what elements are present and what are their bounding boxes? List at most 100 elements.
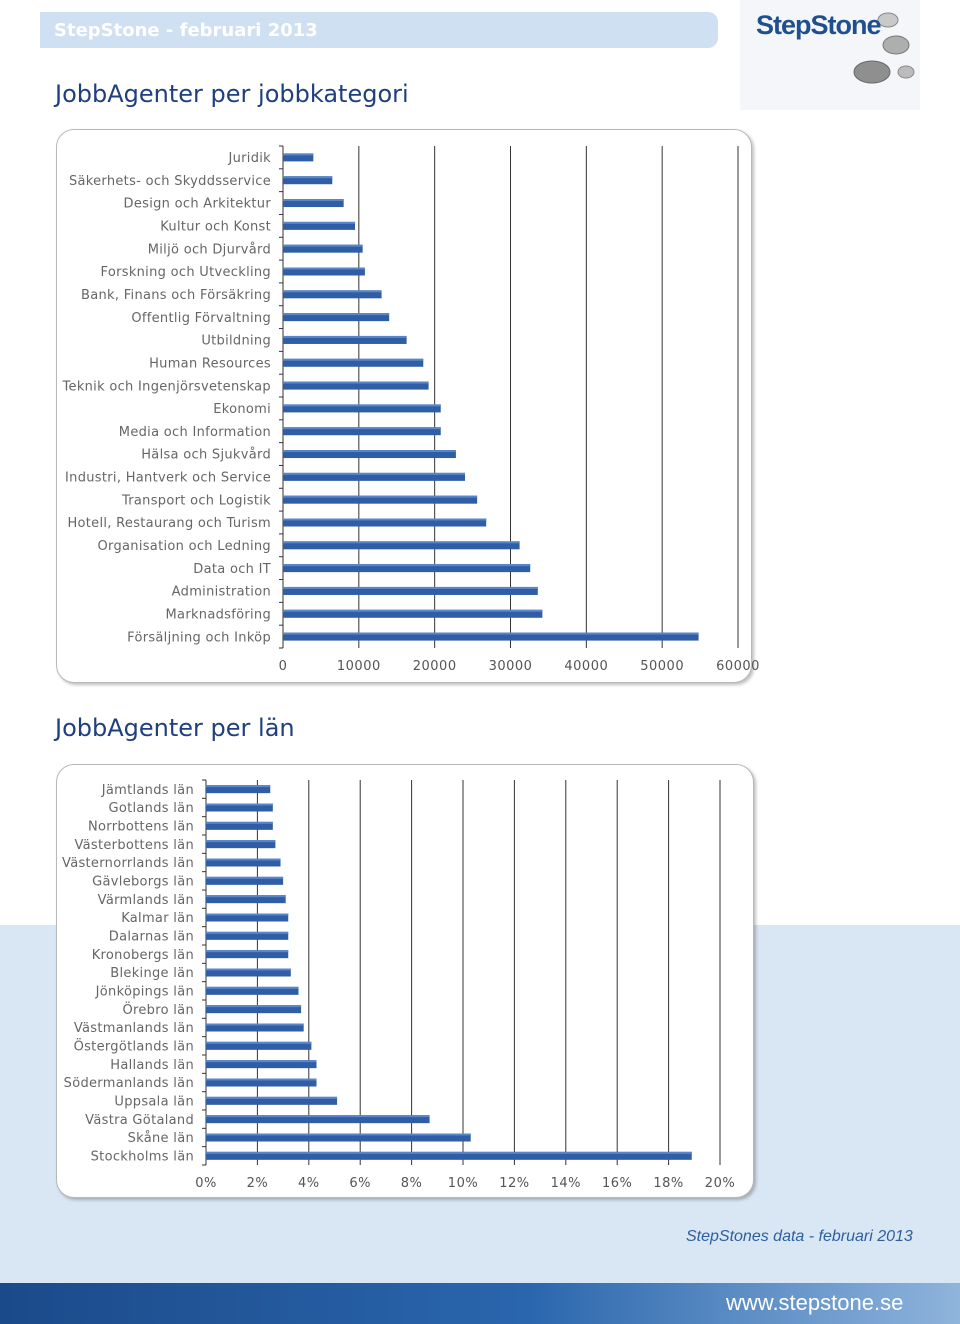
category-label: Marknadsföring (166, 607, 271, 622)
website-link[interactable]: www.stepstone.se (726, 1290, 904, 1315)
category-label: Miljö och Djurvård (148, 242, 271, 257)
bar-highlight (283, 381, 429, 384)
x-tick-label: 20000 (413, 659, 457, 674)
category-label: Jönköpings län (95, 985, 194, 1000)
category-label: Bank, Finans och Försäkring (81, 288, 271, 303)
bar-highlight (206, 1115, 430, 1118)
category-label: Administration (172, 585, 271, 600)
x-tick-label: 12% (499, 1176, 529, 1191)
category-label: Hallands län (110, 1058, 194, 1073)
logo-text: StepStone (756, 10, 882, 40)
bar-highlight (283, 244, 363, 247)
bar (283, 244, 363, 253)
stepstone-logo (740, 0, 920, 110)
chart-title-category: JobbAgenter per jobbkategori (55, 80, 409, 108)
x-tick-label: 18% (653, 1176, 683, 1191)
category-label: Uppsala län (114, 1095, 194, 1110)
x-tick-label: 4% (298, 1176, 320, 1191)
bar-highlight (283, 472, 465, 475)
category-label: Hotell, Restaurang och Turism (67, 516, 271, 531)
bar (206, 1133, 471, 1142)
bar-highlight (206, 840, 276, 843)
bar-highlight (206, 986, 299, 989)
bar (283, 404, 441, 413)
bar-highlight (283, 404, 441, 407)
bar-highlight (283, 176, 333, 179)
x-tick-label: 0 (279, 659, 288, 674)
chart-category: 0 10000 20000 30000 40000 50000 60000 Juridik Sä… (61, 145, 760, 674)
bar (206, 876, 284, 885)
bar-highlight (206, 785, 271, 788)
bar-highlight (283, 632, 699, 635)
x-tick-label: 20% (705, 1176, 735, 1191)
bar (206, 1041, 312, 1050)
bar-highlight (283, 290, 382, 293)
bar (206, 821, 273, 830)
bar-highlight (206, 968, 291, 971)
bar-highlight (283, 541, 520, 544)
category-label: Västernorrlands län (62, 856, 194, 871)
category-label: Försäljning och Inköp (127, 630, 271, 645)
bar (283, 176, 333, 185)
category-label: Utbildning (201, 334, 271, 349)
bar (283, 153, 314, 162)
x-tick-label: 6% (349, 1176, 371, 1191)
bar-highlight (283, 495, 478, 498)
bar-highlight (283, 267, 365, 270)
category-label: Teknik och Ingenjörsvetenskap (61, 379, 271, 394)
bar-highlight (283, 335, 407, 338)
bar (206, 895, 286, 904)
category-label: Forskning och Utveckling (101, 265, 271, 280)
bar (206, 1096, 338, 1105)
x-tick-label: 30000 (489, 659, 533, 674)
bar (206, 950, 289, 959)
category-label: Kultur och Konst (160, 220, 271, 235)
bar (283, 221, 356, 230)
x-tick-label: 16% (602, 1176, 632, 1191)
bar (283, 427, 441, 436)
bar (283, 495, 478, 504)
bar-highlight (283, 450, 456, 453)
x-tick-label: 0% (195, 1176, 217, 1191)
bar-highlight (206, 803, 273, 806)
x-tick-label: 50000 (640, 659, 684, 674)
bar (206, 840, 276, 849)
bar-highlight (206, 876, 284, 879)
bar-highlight (283, 313, 390, 316)
bar (283, 290, 382, 299)
bar (206, 1115, 430, 1124)
bar-highlight (283, 609, 543, 612)
category-label: Jämtlands län (101, 783, 194, 798)
bar (206, 785, 271, 794)
bar-highlight (206, 1060, 317, 1063)
x-tick-label: 10% (448, 1176, 478, 1191)
header-bar (40, 12, 718, 48)
bar-highlight (283, 199, 344, 202)
category-label: Offentlig Förvaltning (131, 311, 271, 326)
bar-highlight (206, 931, 289, 934)
bar-highlight (206, 1096, 338, 1099)
x-tick-label: 8% (401, 1176, 423, 1191)
category-label: Media och Information (119, 425, 271, 440)
bar (283, 586, 538, 595)
bar-highlight (206, 913, 289, 916)
bar (283, 381, 429, 390)
header-title: StepStone - februari 2013 (54, 20, 318, 41)
bar-highlight (283, 358, 424, 361)
category-label: Västra Götaland (85, 1113, 194, 1128)
bar-highlight (283, 221, 356, 224)
bar (206, 968, 291, 977)
bar (283, 632, 699, 641)
category-label: Västerbottens län (74, 838, 194, 853)
bar (206, 931, 289, 940)
x-tick-label: 10000 (337, 659, 381, 674)
category-label: Transport och Logistik (121, 493, 271, 508)
category-label: Industri, Hantverk och Service (65, 471, 271, 486)
chart-panel-lan (56, 764, 754, 1198)
bar (283, 335, 407, 344)
bar (283, 564, 531, 573)
bar (206, 1060, 317, 1069)
x-tick-label: 14% (551, 1176, 581, 1191)
category-label: Kronobergs län (92, 948, 194, 963)
x-tick-label: 60000 (716, 659, 760, 674)
